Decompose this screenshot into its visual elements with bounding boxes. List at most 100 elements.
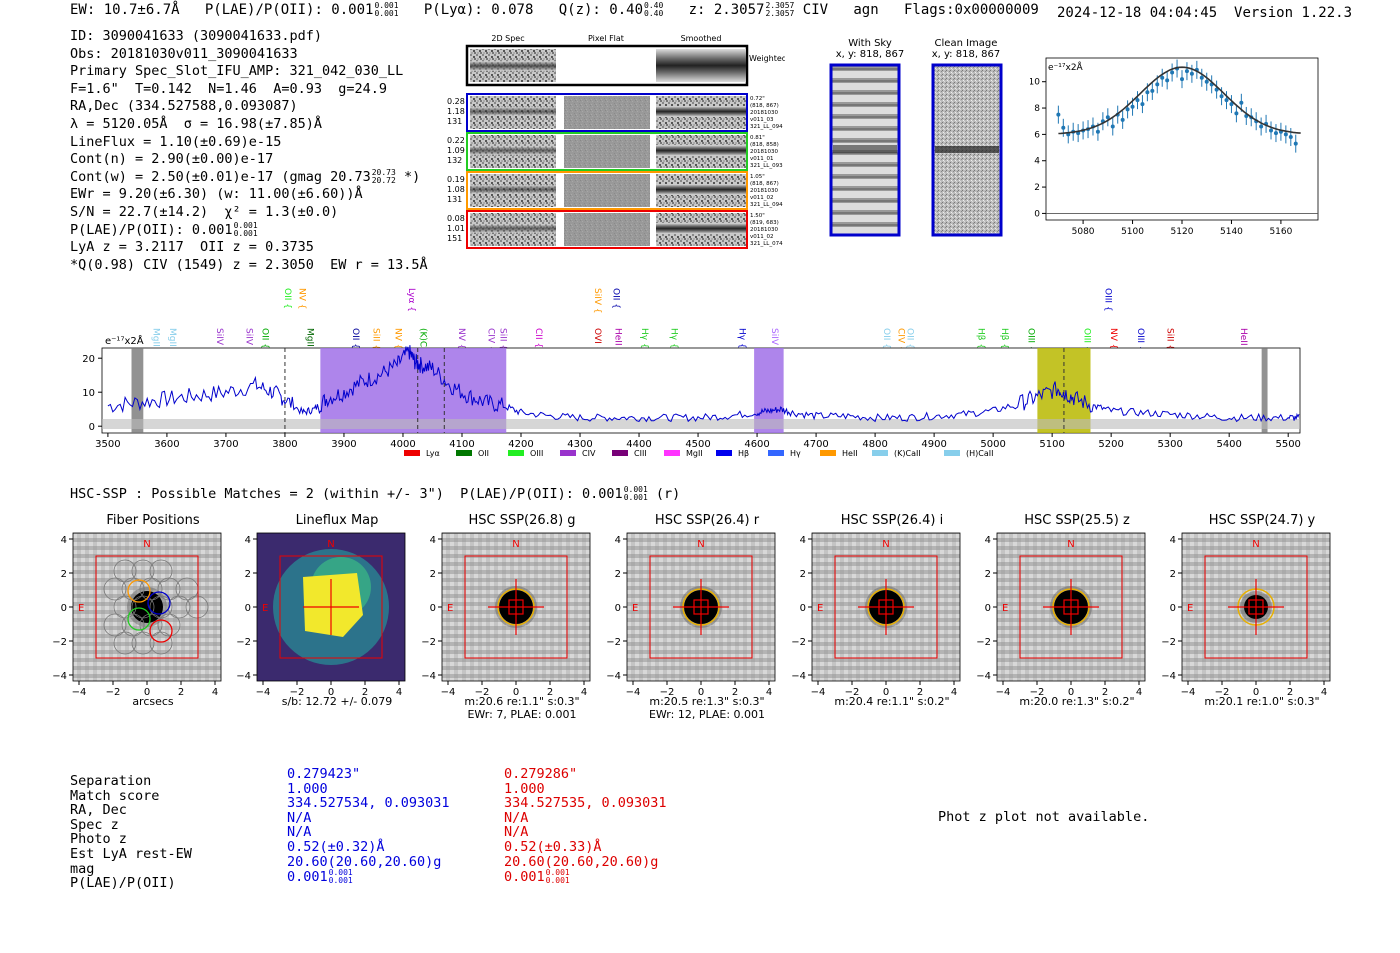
ytick: −2 [53, 637, 67, 648]
line-label-30: OIII { [1026, 328, 1036, 352]
match-red-4: N/A [504, 824, 529, 841]
info-contw-end: *) [395, 168, 421, 185]
header-summary: EW: 10.7±6.7Å P(LAE)/P(OII): 0.001 0.001 0… [70, 1, 1039, 19]
info-plae-main: P(LAE)/P(OII): 0.001 [70, 221, 233, 238]
legend-label-0: Lyα [426, 449, 440, 458]
fiber-meta-1-3: v011_01 [750, 156, 774, 162]
ytick: 0 [245, 603, 251, 614]
fiber-stat-1-0: 0.22 [447, 136, 465, 145]
ytick: −4 [422, 671, 436, 682]
line-label-15: SiII { [497, 328, 507, 350]
ytick: 2 [245, 569, 251, 580]
header-qz-sup: 0.40 [644, 1, 664, 10]
line-label-1: MgII { [167, 328, 177, 355]
search-box [279, 555, 383, 659]
fiber-meta-0-1: (818, 867) [750, 103, 779, 109]
match-blue: 0.279423" 1.000 334.527534, 0.093031 N/A N/A… [287, 767, 450, 885]
cutout-panel-4: N E −4 −4 −2 −2 0 0 2 2 4 4 [792, 532, 961, 698]
xtick: −2 [845, 687, 860, 698]
cutout-panel-2: N E −4 −4 −2 −2 0 0 2 2 4 4 [422, 532, 591, 698]
xtick: 2 [362, 687, 368, 698]
east-marker: E [817, 603, 823, 614]
zoom-ylabel: e⁻¹⁷x2Å [1048, 61, 1084, 73]
line-label-5: OII { [282, 288, 292, 309]
ytick: 4 [1170, 535, 1176, 546]
info-contw-sup: 20.73 [371, 167, 396, 177]
highlight-band-2 [754, 348, 784, 433]
zoom-point [1214, 87, 1219, 92]
ytick: 2 [61, 569, 67, 580]
fiber-circle [113, 631, 137, 655]
zoom-point [1061, 125, 1066, 130]
line-label-4: OII { [260, 328, 270, 349]
ytick: −4 [53, 671, 67, 682]
zoom-point [1120, 117, 1125, 122]
match-blue-1: 1.000 [287, 780, 328, 797]
legend-swatch-1 [456, 450, 472, 456]
east-marker: E [78, 603, 84, 614]
line-label-22: Hγ { [669, 328, 679, 349]
spectrum-legend: Lyα OII OIII CIV CIII MgII Hβ Hγ HeII (K)CaII (H)C… [404, 449, 993, 458]
ytick: 0 [430, 603, 436, 614]
weighted-sum-label: Weighted Sum [749, 54, 785, 63]
col-header-smoothed: Smoothed [681, 34, 722, 43]
fiber-meta-3-3: v011_02 [750, 234, 774, 240]
match-label-5: Est LyA rest-EW [70, 845, 192, 862]
fiber-circle [103, 577, 127, 601]
line-label-20: HeII { [612, 328, 622, 354]
fiber-circle [185, 595, 209, 619]
zoom-ytick-5: 10 [1030, 78, 1040, 88]
north-marker: N [1067, 539, 1074, 550]
ytick: 2 [800, 569, 806, 580]
header-plae-sub: 0.001 [374, 9, 399, 18]
fiber-meta-1-1: (818, 858) [750, 142, 779, 148]
legend-swatch-7 [768, 450, 784, 456]
info-lya: LyA z = 3.2117 OII z = 0.3735 [70, 239, 314, 256]
fiber-meta-1-2: 20181030 [750, 149, 778, 155]
cutout-panels: N E −4 −4 −2 −2 0 0 2 2 4 4 Fiber Positions arcsecs N E… [0, 510, 1400, 730]
xtick: −4 [811, 687, 826, 698]
xtick: 4 [581, 687, 587, 698]
info-contw-sub: 20.72 [371, 175, 396, 185]
fiber-meta-0-4: 321_LL_094 [750, 124, 783, 130]
zoom-point [1273, 131, 1278, 136]
header-qz-sub: 0.40 [644, 9, 664, 18]
spectrum-xtick-4: 3900 [331, 439, 356, 450]
header-timestamp: 2024-12-18 04:04:45 [1057, 5, 1218, 21]
cutout-caption-4: m:20.4 re:1.1" s:0.2" [807, 695, 977, 708]
hsc-title-sub: 0.001 [623, 493, 648, 502]
match-red-5: 0.52(±0.33)Å [504, 838, 602, 855]
spectrum-xtick-18: 5300 [1157, 439, 1182, 450]
spectrum-xtick-8: 4300 [567, 439, 592, 450]
info-contn: Cont(n) = 2.90(±0.00)e-17 [70, 151, 274, 168]
zoom-point [1105, 115, 1110, 120]
north-marker: N [327, 539, 334, 550]
line-label-0: MgII { [150, 328, 160, 355]
col-header-pixel-flat: Pixel Flat [588, 34, 624, 43]
line-label-27: OII { [905, 328, 915, 349]
fiber-stat-3-1: 1.01 [447, 224, 465, 233]
line-label-32: OIII { [1102, 288, 1112, 312]
legend-label-5: MgII [686, 449, 703, 458]
info-q: *Q(0.98) CIV (1549) z = 2.3050 EW r = 13… [70, 256, 428, 273]
ytick: 4 [800, 535, 806, 546]
zoom-point [1184, 69, 1189, 74]
line-label-9: SiII { [371, 328, 381, 350]
hsc-title-end: (r) [647, 486, 681, 502]
xtick: 2 [178, 687, 184, 698]
header-z-sup: 2.3057 [765, 1, 795, 10]
ytick: 2 [985, 569, 991, 580]
cutout-title-1: Lineflux Map [295, 513, 379, 528]
header-plae-sup: 0.001 [374, 1, 399, 10]
legend-swatch-5 [664, 450, 680, 456]
zoom-point [1288, 135, 1293, 140]
info-fparams: F=1.6" T=0.142 N=1.46 A=0.93 g=24.9 [70, 80, 387, 97]
cutout-caption-line2: EWr: 12, PLAE: 0.001 [648, 708, 766, 721]
spectrum-xtick-2: 3700 [213, 439, 238, 450]
xtick: 2 [732, 687, 738, 698]
xtick: 2 [1102, 687, 1108, 698]
cutout-panel-6: N E −4 −4 −2 −2 0 0 2 2 4 4 [1162, 532, 1331, 698]
fiber-highlight-blue [147, 591, 171, 615]
fiber-row-flat-3 [564, 213, 650, 246]
